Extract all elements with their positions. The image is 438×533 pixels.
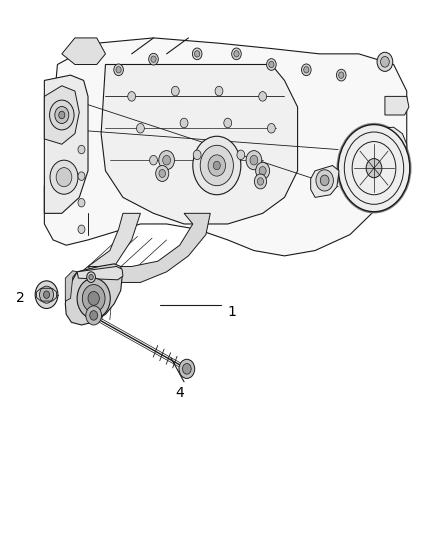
Circle shape <box>366 159 382 177</box>
Circle shape <box>49 100 74 130</box>
Polygon shape <box>65 271 77 301</box>
Circle shape <box>316 169 333 191</box>
Circle shape <box>89 274 93 280</box>
Circle shape <box>237 150 245 160</box>
Polygon shape <box>65 264 122 325</box>
Text: 3: 3 <box>84 273 92 287</box>
Circle shape <box>259 166 266 175</box>
Circle shape <box>224 118 232 128</box>
Circle shape <box>50 160 78 194</box>
Circle shape <box>171 86 179 96</box>
Circle shape <box>250 156 258 165</box>
Circle shape <box>254 174 267 189</box>
Circle shape <box>179 359 195 378</box>
Polygon shape <box>88 213 210 282</box>
Circle shape <box>78 172 85 180</box>
Circle shape <box>78 198 85 207</box>
Circle shape <box>381 56 389 67</box>
Polygon shape <box>75 213 141 288</box>
Circle shape <box>193 136 241 195</box>
Polygon shape <box>44 75 88 213</box>
Circle shape <box>137 124 145 133</box>
Polygon shape <box>44 38 407 256</box>
Circle shape <box>78 225 85 233</box>
Circle shape <box>159 151 174 169</box>
Circle shape <box>82 285 105 312</box>
Circle shape <box>55 107 69 124</box>
Circle shape <box>339 72 344 78</box>
Circle shape <box>213 161 220 169</box>
Circle shape <box>320 175 329 185</box>
Circle shape <box>377 52 393 71</box>
Circle shape <box>150 156 157 165</box>
Circle shape <box>258 177 264 185</box>
Circle shape <box>149 53 158 65</box>
Polygon shape <box>374 127 407 208</box>
Circle shape <box>43 291 49 298</box>
Circle shape <box>336 69 346 81</box>
Polygon shape <box>101 64 297 224</box>
Circle shape <box>59 111 65 119</box>
Circle shape <box>256 163 270 179</box>
Circle shape <box>87 272 95 282</box>
Circle shape <box>232 48 241 60</box>
Circle shape <box>35 281 58 309</box>
Polygon shape <box>77 266 123 280</box>
Circle shape <box>234 51 239 57</box>
Polygon shape <box>311 165 339 197</box>
Circle shape <box>155 165 169 181</box>
Polygon shape <box>385 96 409 115</box>
Circle shape <box>259 92 267 101</box>
Circle shape <box>338 125 410 212</box>
Circle shape <box>301 64 311 76</box>
Circle shape <box>192 48 202 60</box>
Circle shape <box>183 364 191 374</box>
Circle shape <box>159 169 166 177</box>
Circle shape <box>304 67 309 73</box>
Circle shape <box>246 151 262 169</box>
Circle shape <box>180 118 188 128</box>
Polygon shape <box>44 86 79 144</box>
Circle shape <box>162 156 170 165</box>
Circle shape <box>86 306 102 325</box>
Circle shape <box>200 146 233 185</box>
Circle shape <box>114 64 124 76</box>
Circle shape <box>215 86 223 96</box>
Circle shape <box>193 150 201 160</box>
Circle shape <box>208 155 226 176</box>
Circle shape <box>151 56 156 62</box>
Circle shape <box>116 67 121 73</box>
Text: 2: 2 <box>16 292 25 305</box>
Circle shape <box>78 146 85 154</box>
Polygon shape <box>62 38 106 64</box>
Circle shape <box>77 278 110 319</box>
Circle shape <box>128 92 136 101</box>
Text: 1: 1 <box>228 305 237 319</box>
Circle shape <box>267 59 276 70</box>
Circle shape <box>88 292 99 305</box>
Circle shape <box>268 124 276 133</box>
Circle shape <box>90 311 98 320</box>
Circle shape <box>56 167 72 187</box>
Text: 4: 4 <box>175 386 184 400</box>
Circle shape <box>269 61 274 68</box>
Circle shape <box>39 286 53 303</box>
Circle shape <box>194 51 200 57</box>
